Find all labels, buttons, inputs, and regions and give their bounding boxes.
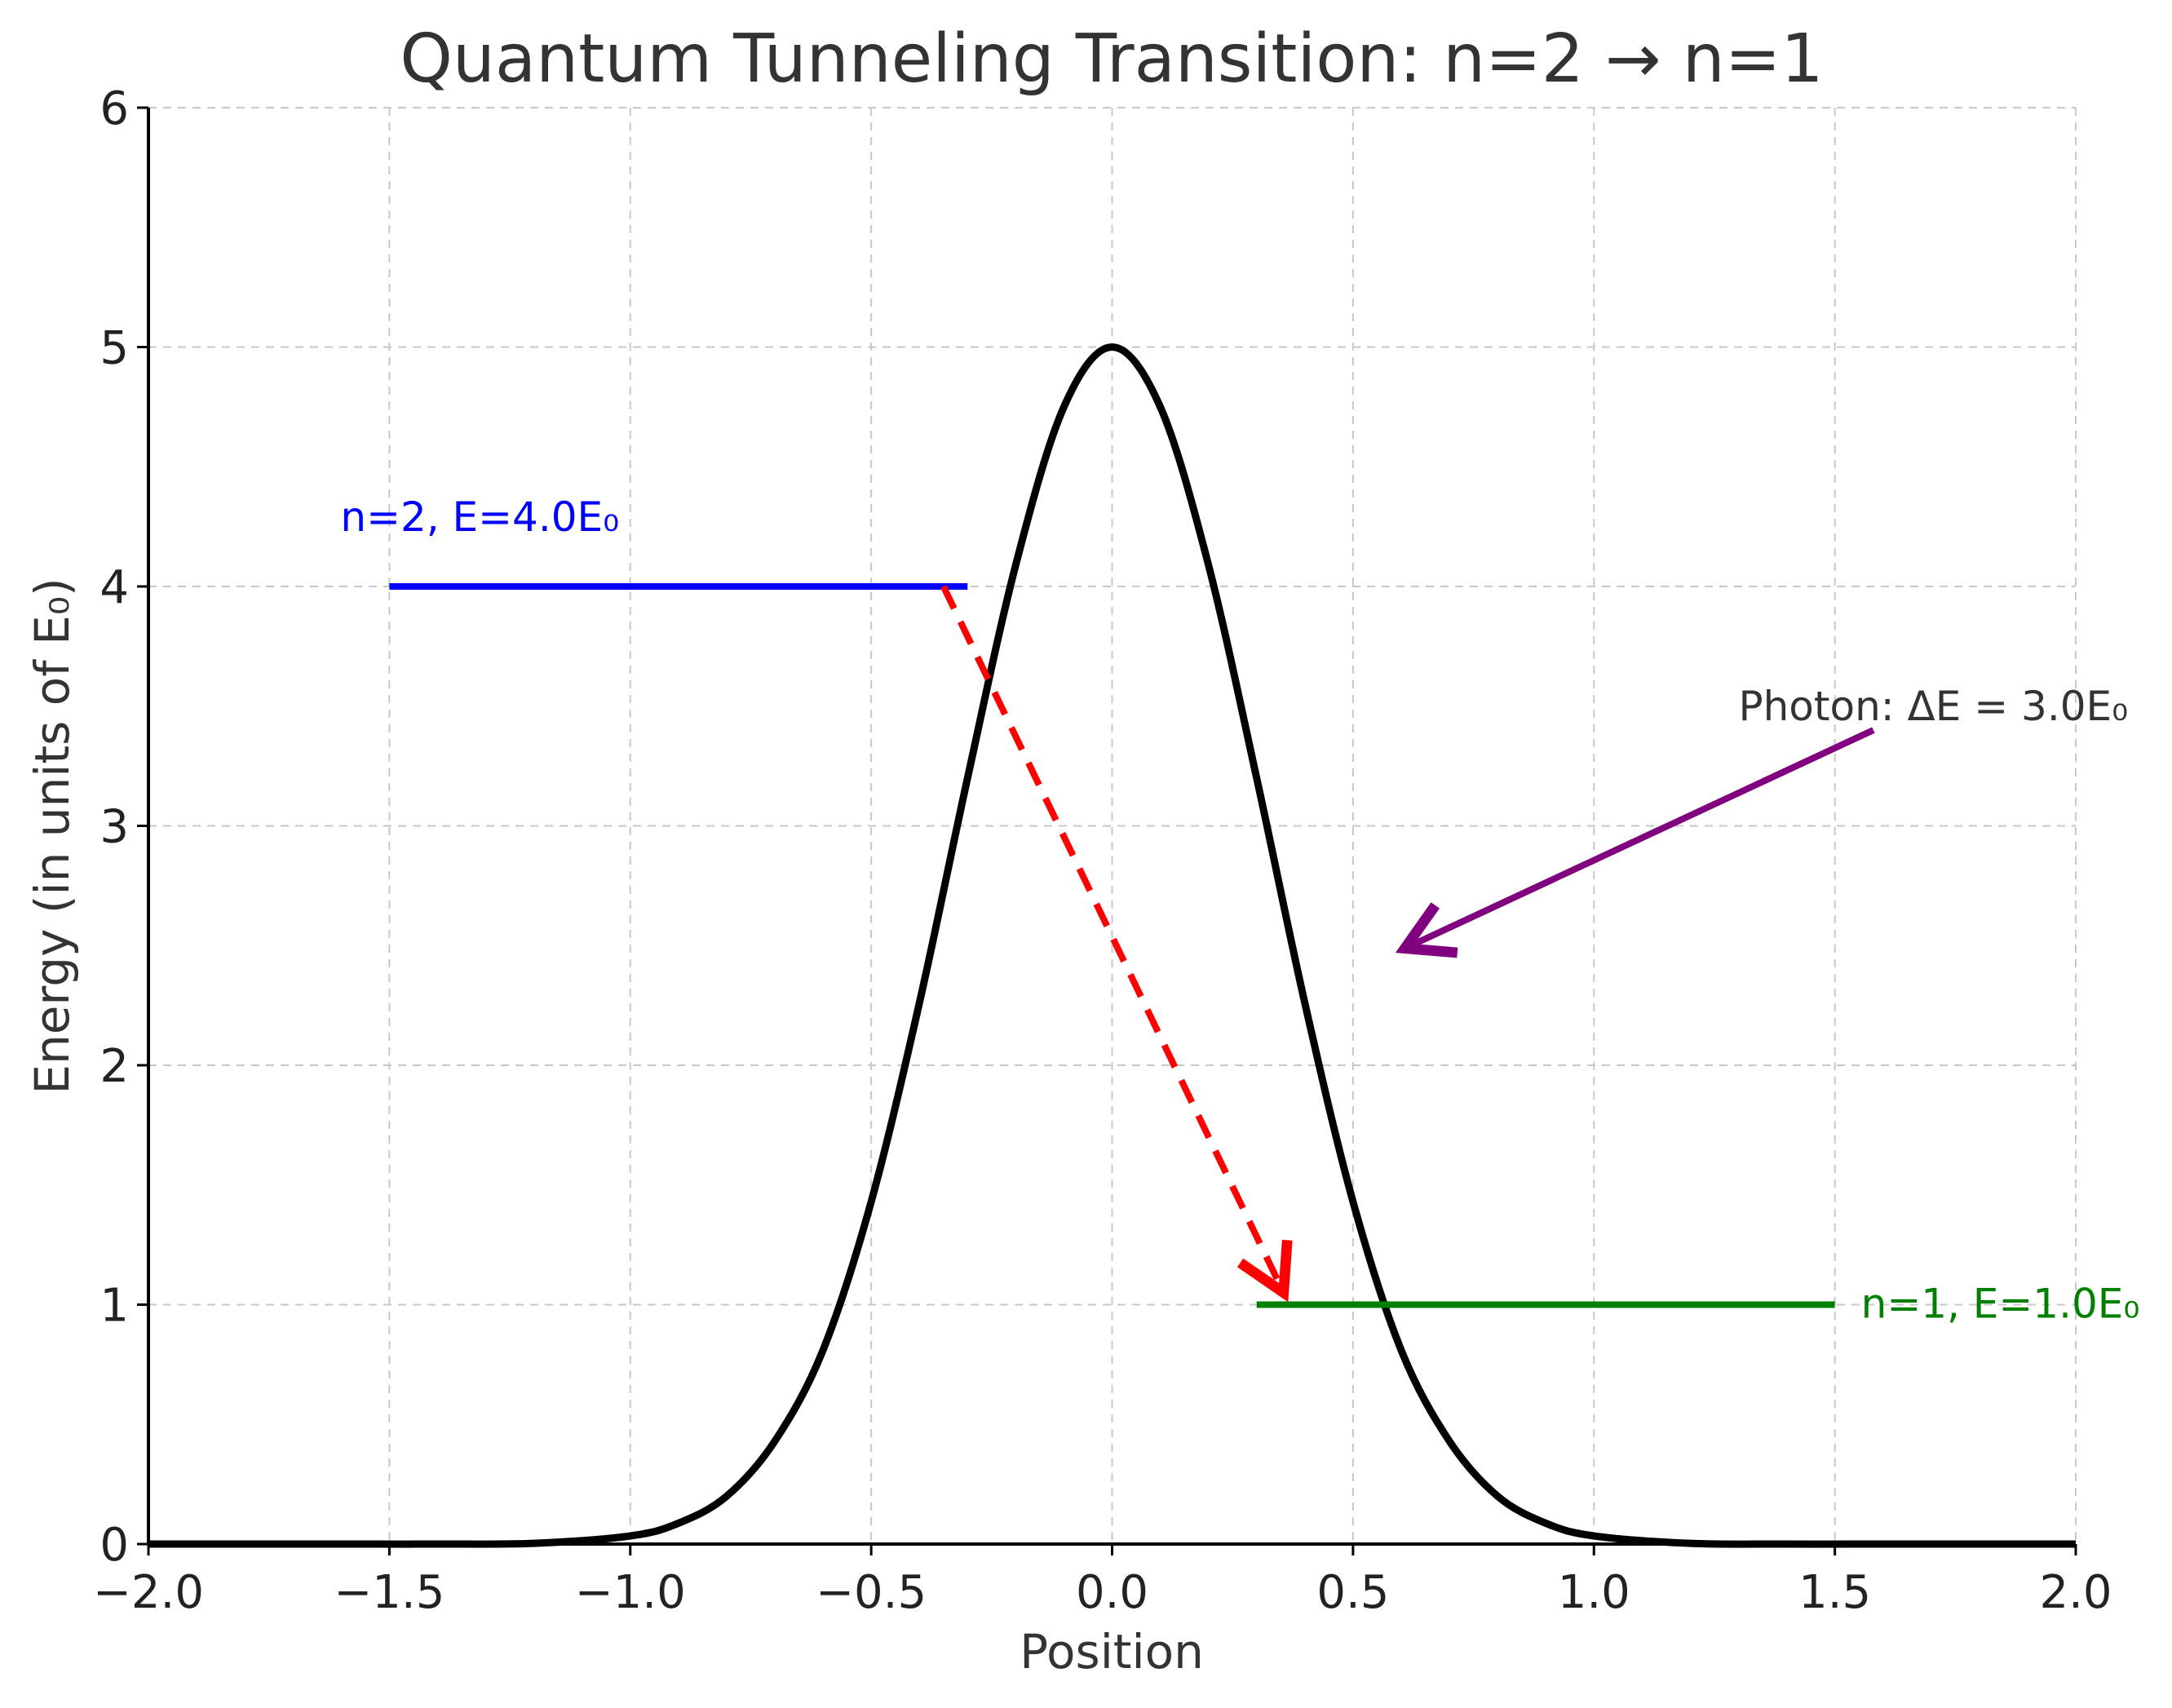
x-tick-label-4: 0.0 [1076, 1566, 1148, 1619]
y-axis-label: Energy (in units of E₀) [24, 577, 80, 1094]
grid [148, 107, 2077, 1544]
y-axis-ticks: 0 1 2 3 4 5 6 [100, 82, 148, 1572]
x-tick-label-8: 2.0 [2039, 1566, 2112, 1619]
chart-title: Quantum Tunneling Transition: n=2 → n=1 [400, 20, 1823, 98]
transition-arrow [940, 585, 1293, 1303]
y-tick-label-5: 5 [100, 322, 129, 375]
x-tick-label-2: −1.0 [575, 1566, 686, 1619]
x-tick-label-7: 1.5 [1798, 1566, 1871, 1619]
energy-level-n2-label: n=2, E=4.0E₀ [340, 493, 619, 541]
x-axis-ticks: −2.0 −1.5 −1.0 −0.5 0.0 0.5 1.0 1.5 2.0 [93, 1544, 2112, 1619]
y-tick-label-2: 2 [100, 1040, 129, 1093]
y-tick-label-0: 0 [100, 1519, 129, 1572]
x-tick-label-0: −2.0 [93, 1566, 204, 1619]
photon-annotation: Photon: ΔE = 3.0E₀ [1738, 683, 2128, 730]
x-tick-label-5: 0.5 [1316, 1566, 1389, 1619]
x-tick-label-3: −0.5 [816, 1566, 927, 1619]
x-axis-label: Position [1020, 1624, 1204, 1679]
potential-barrier-curve [148, 343, 2076, 1548]
x-tick-label-6: 1.0 [1558, 1566, 1630, 1619]
y-tick-label-6: 6 [100, 82, 129, 135]
photon-arrow [1395, 727, 1875, 958]
y-tick-label-3: 3 [100, 801, 129, 854]
y-tick-label-1: 1 [100, 1280, 129, 1333]
energy-level-n1-label: n=1, E=1.0E₀ [1861, 1281, 2140, 1328]
y-tick-label-4: 4 [100, 561, 129, 614]
x-tick-label-1: −1.5 [334, 1566, 445, 1619]
